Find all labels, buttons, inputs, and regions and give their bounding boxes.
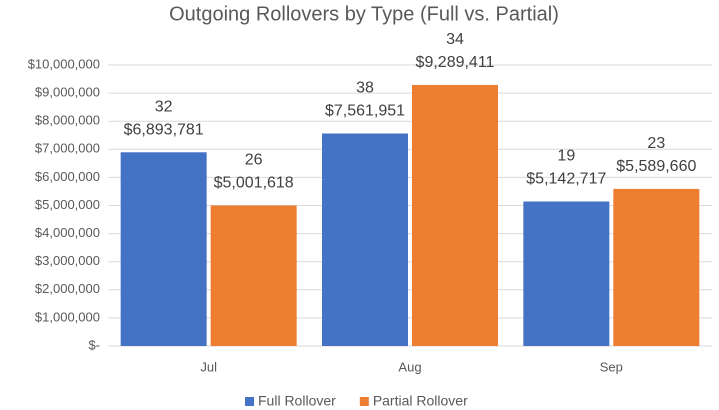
- value-label: $6,893,781: [124, 122, 204, 139]
- value-label: $5,001,618: [214, 175, 294, 192]
- count-label: 19: [557, 148, 575, 165]
- x-tick-label: Jul: [200, 359, 217, 374]
- bar: [210, 205, 297, 346]
- bar: [613, 188, 700, 346]
- y-tick-label: $7,000,000: [35, 141, 100, 156]
- bar: [412, 84, 498, 346]
- legend-label: Partial Rollover: [373, 393, 468, 409]
- count-label: 26: [245, 152, 263, 169]
- x-tick-label: Sep: [600, 359, 623, 374]
- legend-label: Full Rollover: [258, 393, 336, 409]
- count-label: 38: [356, 80, 374, 97]
- count-label: 32: [155, 99, 173, 116]
- value-label: $9,289,411: [416, 54, 495, 71]
- y-tick-label: $1,000,000: [35, 309, 100, 324]
- legend-swatch: [245, 397, 254, 406]
- value-label: $7,561,951: [325, 103, 405, 120]
- legend-swatch: [359, 397, 369, 406]
- chart-title: Outgoing Rollovers by Type (Full vs. Par…: [169, 3, 559, 25]
- bar: [523, 201, 610, 346]
- bar: [322, 133, 408, 346]
- count-label: 34: [446, 31, 464, 48]
- y-tick-label: $4,000,000: [35, 225, 100, 240]
- y-tick-label: $2,000,000: [35, 281, 100, 296]
- y-tick-label: $10,000,000: [28, 56, 100, 71]
- y-tick-label: $9,000,000: [35, 85, 100, 100]
- value-label: $5,142,717: [526, 171, 606, 188]
- y-tick-label: $8,000,000: [35, 113, 100, 128]
- count-label: 23: [647, 135, 665, 152]
- bar: [120, 152, 207, 346]
- x-tick-label: Aug: [398, 359, 421, 374]
- y-tick-label: $-: [88, 337, 100, 352]
- value-label: $5,589,660: [616, 158, 696, 175]
- y-tick-label: $5,000,000: [35, 197, 100, 212]
- y-tick-label: $6,000,000: [35, 169, 100, 184]
- y-tick-label: $3,000,000: [35, 253, 100, 268]
